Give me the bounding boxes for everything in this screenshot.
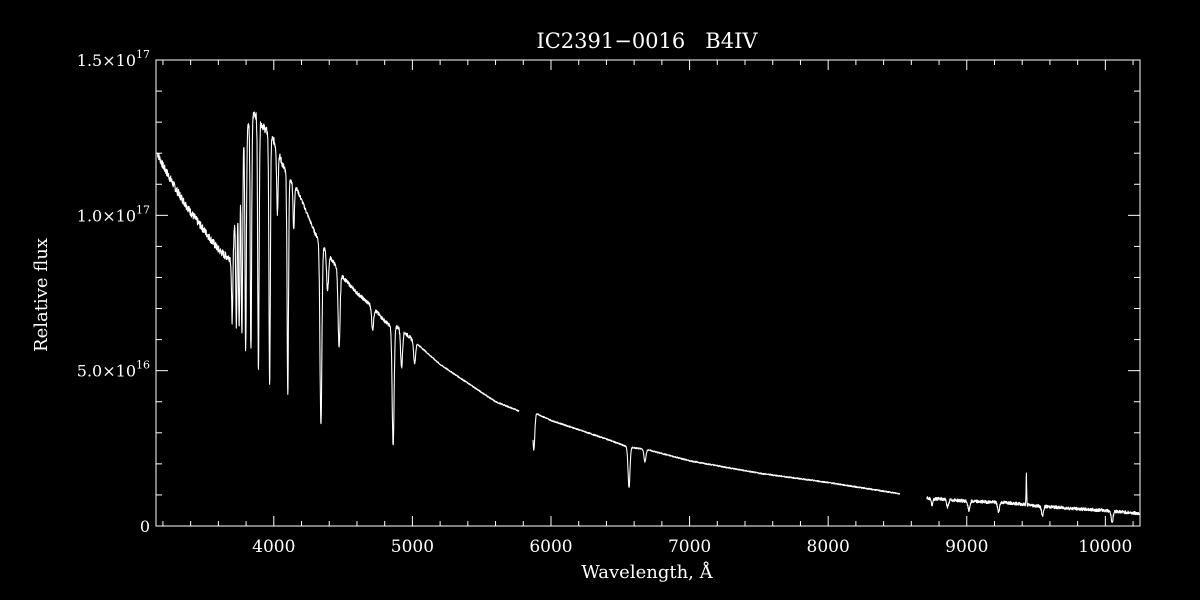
x-tick-label: 4000 xyxy=(252,537,295,557)
x-tick-label: 7000 xyxy=(668,537,711,557)
y-tick-label: 0 xyxy=(140,517,150,536)
x-tick-label: 5000 xyxy=(391,537,434,557)
plot-frame xyxy=(155,59,1141,527)
y-tick-label: 1.0×1017 xyxy=(77,203,150,225)
x-tick-label: 6000 xyxy=(529,537,572,557)
x-axis-label: Wavelength, Å xyxy=(581,561,713,583)
y-tick-labels: 0 5.0×1016 1.0×1017 1.5×1017 xyxy=(77,48,150,536)
x-tick-label: 9000 xyxy=(945,537,988,557)
spectrum-line xyxy=(157,111,1141,523)
x-tick-label: 10000 xyxy=(1078,537,1132,557)
chart-title: IC2391−0016 B4IV xyxy=(536,29,758,53)
y-tick-label: 5.0×1016 xyxy=(77,359,150,381)
plot-frame-rect xyxy=(155,59,1141,527)
y-axis-label: Relative flux xyxy=(31,238,52,352)
y-tick-label: 1.5×1017 xyxy=(77,48,150,70)
tick-marks xyxy=(156,59,1140,527)
x-tick-label: 8000 xyxy=(807,537,850,557)
x-tick-labels: 4000 5000 6000 7000 8000 9000 10000 xyxy=(252,537,1132,557)
spectrum-series xyxy=(157,111,1141,523)
